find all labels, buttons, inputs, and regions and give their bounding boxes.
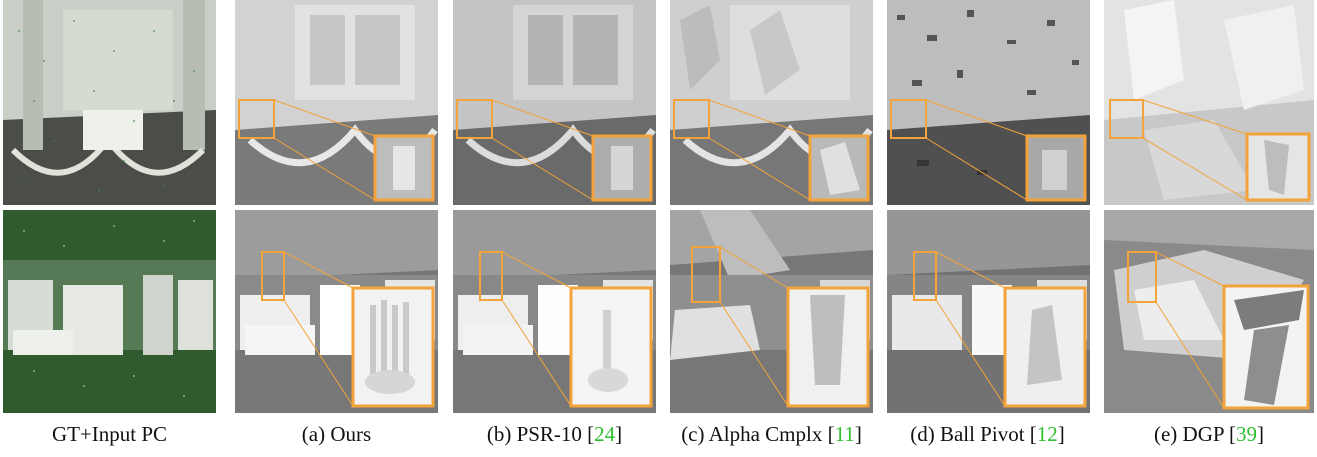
citation-link[interactable]: 24 <box>594 422 616 446</box>
row2-gt-input-pc-image <box>3 210 216 413</box>
row2-dgp-render <box>1104 210 1314 413</box>
citation-link[interactable]: 11 <box>834 422 855 446</box>
row1-alpha-complex-render <box>670 0 873 205</box>
citation-link[interactable]: 39 <box>1236 422 1258 446</box>
citation-link[interactable]: 12 <box>1036 422 1058 446</box>
caption-gt-input-pc: GT+Input PC <box>51 422 168 446</box>
row2-psr10-render <box>453 210 656 413</box>
caption-alpha-complex: (c) Alpha Cmplx [11] <box>681 422 862 446</box>
row1-ours-render <box>235 0 438 205</box>
row1-dgp-render <box>1104 0 1314 205</box>
row1-gt-input-pc-image <box>3 0 216 205</box>
row2-alpha-complex-render <box>670 210 873 413</box>
caption-psr10: (b) PSR-10 [24] <box>486 422 623 446</box>
caption-dgp: (e) DGP [39] <box>1153 422 1265 446</box>
row1-ball-pivot-render <box>887 0 1090 205</box>
row2-ours-render <box>235 210 438 413</box>
row1-psr10-render <box>453 0 656 205</box>
row2-ball-pivot-render <box>887 210 1090 413</box>
caption-ours: (a) Ours <box>301 422 372 446</box>
caption-ball-pivot: (d) Ball Pivot [12] <box>910 422 1065 446</box>
